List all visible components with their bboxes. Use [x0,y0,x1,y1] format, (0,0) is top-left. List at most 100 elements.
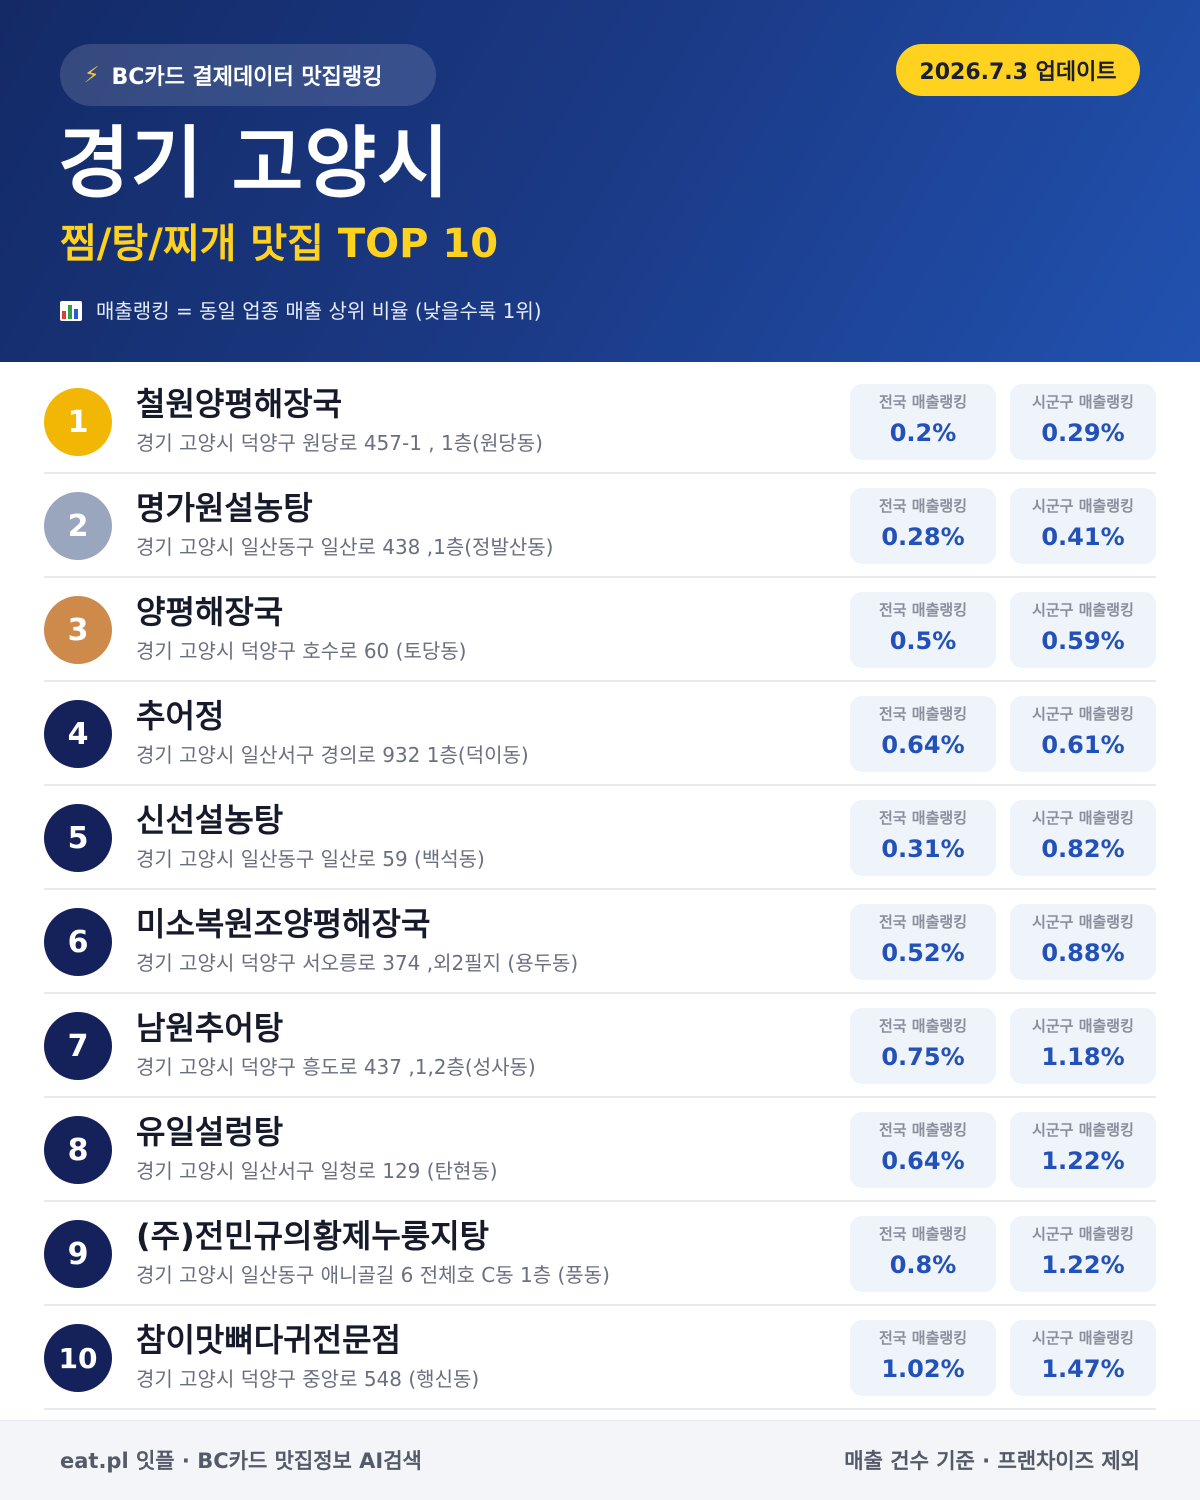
list-item[interactable]: 10 참이맛뼈다귀전문점 경기 고양시 덕양구 중앙로 548 (행신동) 전국 매출… [44,1306,1156,1410]
restaurant-name: 미소복원조양평해장국 [136,905,431,943]
national-ranking-card: 전국 매출랭킹 0.52% [850,904,996,980]
district-ranking-card-value: 1.18% [1041,1043,1125,1071]
restaurant-address: 경기 고양시 덕양구 호수로 60 (토당동) [136,639,467,663]
restaurant-address: 경기 고양시 일산서구 일청로 129 (탄현동) [136,1159,498,1183]
national-ranking-card-value: 0.64% [881,1147,965,1175]
national-ranking-card-label: 전국 매출랭킹 [878,1225,968,1243]
district-ranking-card-value: 1.47% [1041,1355,1125,1383]
national-ranking-card-label: 전국 매출랭킹 [878,393,968,411]
district-ranking-card: 시군구 매출랭킹 0.29% [1010,384,1156,460]
district-ranking-card: 시군구 매출랭킹 1.22% [1010,1112,1156,1188]
district-ranking-card-label: 시군구 매출랭킹 [1032,1329,1134,1347]
rank-badge: 10 [44,1324,112,1392]
restaurant-address: 경기 고양시 덕양구 서오릉로 374 ,외2필지 (용두동) [136,951,579,975]
national-ranking-card-label: 전국 매출랭킹 [878,913,968,931]
district-ranking-card-value: 0.41% [1041,523,1125,551]
rank-badge: 3 [44,596,112,664]
restaurant-address: 경기 고양시 일산서구 경의로 932 1층(덕이동) [136,743,529,767]
district-ranking-card: 시군구 매출랭킹 0.61% [1010,696,1156,772]
national-ranking-card-value: 0.8% [889,1251,957,1279]
rank-badge: 7 [44,1012,112,1080]
district-ranking-card: 시군구 매출랭킹 1.22% [1010,1216,1156,1292]
national-ranking-card-label: 전국 매출랭킹 [878,497,968,515]
footer-source: eat.pl 잇플 · BC카드 맛집정보 AI검색 [60,1449,422,1473]
national-ranking-card: 전국 매출랭킹 0.64% [850,1112,996,1188]
update-badge: 2026.7.3 업데이트 [896,44,1140,96]
restaurant-name: 남원추어탕 [136,1009,284,1047]
national-ranking-card-value: 0.64% [881,731,965,759]
lightning-icon: ⚡ [84,62,100,88]
district-ranking-card: 시군구 매출랭킹 0.59% [1010,592,1156,668]
district-ranking-card-label: 시군구 매출랭킹 [1032,1225,1134,1243]
district-ranking-card-value: 0.61% [1041,731,1125,759]
source-badge: ⚡ BC카드 결제데이터 맛집랭킹 [60,44,436,106]
district-ranking-card: 시군구 매출랭킹 0.88% [1010,904,1156,980]
national-ranking-card: 전국 매출랭킹 0.5% [850,592,996,668]
national-ranking-card-label: 전국 매출랭킹 [878,705,968,723]
rank-badge: 5 [44,804,112,872]
restaurant-name: 명가원설농탕 [136,489,313,527]
national-ranking-card-value: 0.2% [889,419,957,447]
list-item[interactable]: 5 신선설농탕 경기 고양시 일산동구 일산로 59 (백석동) 전국 매출랭킹 0.3… [44,786,1156,890]
national-ranking-card: 전국 매출랭킹 0.28% [850,488,996,564]
rank-badge: 1 [44,388,112,456]
district-ranking-card-label: 시군구 매출랭킹 [1032,705,1134,723]
header-banner: ⚡ BC카드 결제데이터 맛집랭킹 2026.7.3 업데이트 경기 고양시 찜… [0,0,1200,362]
national-ranking-card: 전국 매출랭킹 0.75% [850,1008,996,1084]
national-ranking-card-label: 전국 매출랭킹 [878,1121,968,1139]
restaurant-name: 양평해장국 [136,593,284,631]
district-ranking-card-value: 0.29% [1041,419,1125,447]
rank-badge: 8 [44,1116,112,1184]
district-ranking-card-value: 1.22% [1041,1147,1125,1175]
restaurant-name: 신선설농탕 [136,801,284,839]
bar-chart-icon [60,301,82,321]
national-ranking-card-value: 0.5% [889,627,957,655]
footer: eat.pl 잇플 · BC카드 맛집정보 AI검색 매출 건수 기준 · 프랜… [0,1420,1200,1500]
district-ranking-card-label: 시군구 매출랭킹 [1032,1017,1134,1035]
district-ranking-card-value: 0.59% [1041,627,1125,655]
national-ranking-card-label: 전국 매출랭킹 [878,601,968,619]
national-ranking-card-label: 전국 매출랭킹 [878,1017,968,1035]
national-ranking-card: 전국 매출랭킹 0.64% [850,696,996,772]
ranking-note: 매출랭킹 = 동일 업종 매출 상위 비율 (낮을수록 1위) [60,296,542,326]
national-ranking-card-value: 0.75% [881,1043,965,1071]
footer-criteria: 매출 건수 기준 · 프랜차이즈 제외 [844,1449,1140,1473]
district-ranking-card: 시군구 매출랭킹 1.18% [1010,1008,1156,1084]
restaurant-address: 경기 고양시 덕양구 원당로 457-1 , 1층(원당동) [136,431,543,455]
restaurant-name: 추어정 [136,697,225,735]
district-ranking-card-label: 시군구 매출랭킹 [1032,497,1134,515]
restaurant-name: (주)전민규의황제누룽지탕 [136,1217,490,1255]
rank-badge: 9 [44,1220,112,1288]
national-ranking-card: 전국 매출랭킹 0.2% [850,384,996,460]
rank-badge: 6 [44,908,112,976]
national-ranking-card-value: 0.52% [881,939,965,967]
national-ranking-card: 전국 매출랭킹 0.8% [850,1216,996,1292]
national-ranking-card-label: 전국 매출랭킹 [878,809,968,827]
district-ranking-card-label: 시군구 매출랭킹 [1032,393,1134,411]
district-ranking-card-value: 0.88% [1041,939,1125,967]
district-ranking-card: 시군구 매출랭킹 0.82% [1010,800,1156,876]
rank-badge: 2 [44,492,112,560]
district-ranking-card-label: 시군구 매출랭킹 [1032,913,1134,931]
source-label: BC카드 결제데이터 맛집랭킹 [111,65,383,90]
page-subtitle: 찜/탕/찌개 맛집 TOP 10 [60,221,499,267]
national-ranking-card: 전국 매출랭킹 0.31% [850,800,996,876]
restaurant-address: 경기 고양시 일산동구 일산로 438 ,1층(정발산동) [136,535,554,559]
list-item[interactable]: 8 유일설렁탕 경기 고양시 일산서구 일청로 129 (탄현동) 전국 매출랭킹 0.… [44,1098,1156,1202]
rank-badge: 4 [44,700,112,768]
restaurant-name: 철원양평해장국 [136,385,343,423]
district-ranking-card: 시군구 매출랭킹 1.47% [1010,1320,1156,1396]
restaurant-name: 참이맛뼈다귀전문점 [136,1321,401,1359]
restaurant-address: 경기 고양시 덕양구 중앙로 548 (행신동) [136,1367,480,1391]
restaurant-address: 경기 고양시 일산동구 애니골길 6 전체호 C동 1층 (풍동) [136,1263,610,1287]
district-ranking-card-label: 시군구 매출랭킹 [1032,809,1134,827]
restaurant-address: 경기 고양시 덕양구 흥도로 437 ,1,2층(성사동) [136,1055,536,1079]
district-ranking-card-value: 1.22% [1041,1251,1125,1279]
